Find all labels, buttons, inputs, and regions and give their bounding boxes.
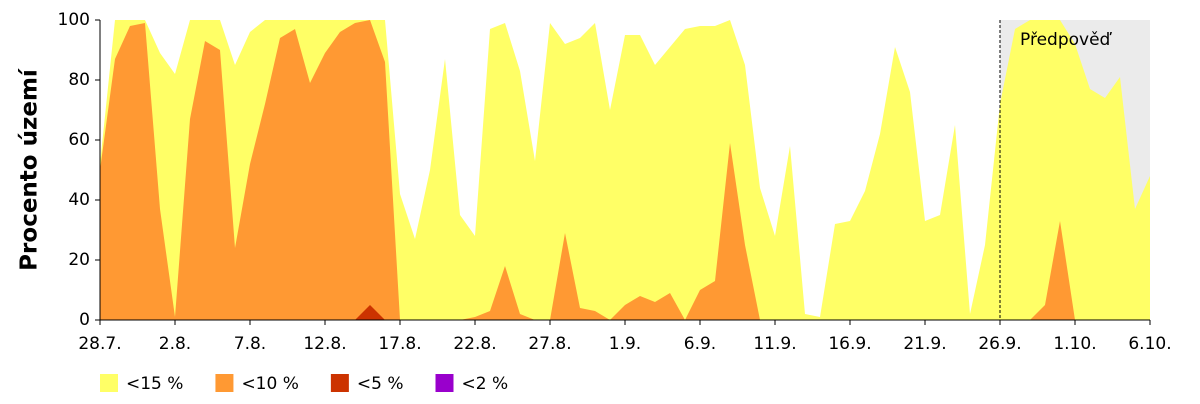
x-tick-label: 6.9. [684,334,716,354]
forecast-label: Předpověď [1020,30,1113,50]
legend-label: <5 % [357,374,404,394]
x-tick-label: 28.7. [78,334,121,354]
legend-swatch [435,374,454,392]
legend-swatch [330,374,349,392]
y-tick-label: 40 [68,190,90,210]
x-tick-label: 7.8. [234,334,266,354]
y-tick-label: 20 [68,250,90,270]
area [100,305,1150,320]
y-tick-label: 100 [58,10,90,30]
x-tick-label: 17.8. [378,334,421,354]
x-tick-label: 16.9. [828,334,871,354]
legend-label: <15 % [126,374,183,394]
x-tick-label: 6.10. [1128,334,1171,354]
x-tick-label: 11.9. [753,334,796,354]
x-tick-label: 2.8. [159,334,191,354]
x-tick-label: 21.9. [903,334,946,354]
area [100,20,1150,320]
legend-label: <2 % [462,374,509,394]
legend-label: <10 % [241,374,298,394]
x-tick-label: 1.10. [1053,334,1096,354]
legend-swatch [100,374,118,392]
legend-swatch [215,374,234,392]
x-tick-label: 12.8. [303,334,346,354]
y-tick-label: 80 [68,70,90,90]
y-tick-label: 60 [68,130,90,150]
y-axis-label: Procento území [17,68,43,271]
x-tick-label: 22.8. [453,334,496,354]
x-tick-label: 26.9. [978,334,1021,354]
y-tick-label: 0 [79,310,90,330]
x-tick-label: 1.9. [609,334,641,354]
x-tick-label: 27.8. [528,334,571,354]
